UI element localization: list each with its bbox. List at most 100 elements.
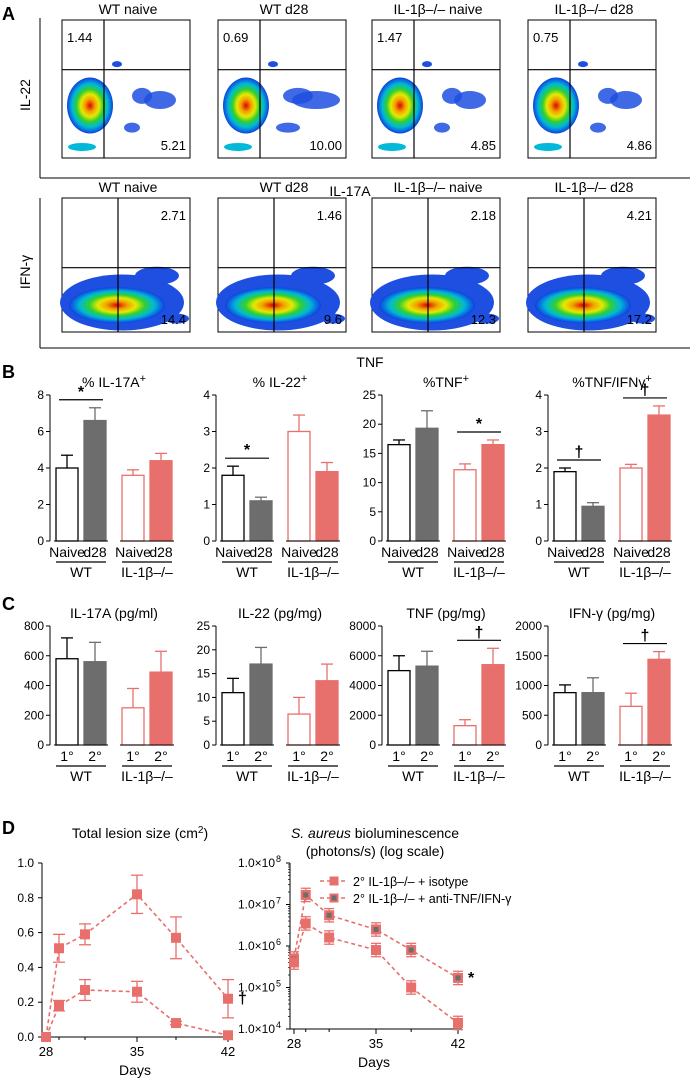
density-blob — [124, 122, 140, 133]
group-label: WT — [70, 768, 92, 784]
y-tick-label: 1500 — [515, 649, 542, 663]
category-label: Naive — [215, 544, 251, 560]
bar — [221, 474, 245, 542]
chart-title-rest: bioluminescence — [351, 825, 459, 841]
chart-title: % IL-22+ — [253, 373, 308, 390]
density-blob — [292, 91, 340, 110]
bar — [149, 460, 173, 542]
data-point-center — [373, 926, 379, 932]
category-label: 2° — [88, 748, 101, 764]
chart-title-superscript: + — [645, 373, 651, 385]
y-tick-label: 10 — [363, 476, 377, 490]
group-label: WT — [568, 564, 590, 580]
y-tick-label: 6 — [37, 425, 44, 439]
y-tick-label: 0 — [203, 738, 210, 752]
y-tick-label: 600 — [24, 649, 44, 663]
category-label: d28 — [481, 544, 505, 560]
x-tick-label: 28 — [287, 1036, 301, 1051]
y-tick-label: 1.0×10 — [238, 898, 275, 912]
group-label: WT — [568, 768, 590, 784]
y-tick-label: 0 — [369, 534, 376, 548]
legend-marker — [329, 876, 339, 886]
data-point-center — [326, 912, 332, 918]
bar — [287, 713, 311, 746]
density-blob — [445, 266, 489, 285]
chart-title: TNF (pg/mg) — [406, 605, 485, 621]
category-label: d28 — [249, 544, 273, 560]
data-point-center — [303, 892, 309, 898]
x-tick-label: 42 — [221, 1044, 235, 1059]
chart-title-end: ) — [203, 825, 208, 841]
significance-mark: * — [476, 416, 483, 433]
bar — [387, 443, 411, 542]
category-label: 1° — [558, 748, 571, 764]
group-label: IL-1β–/– — [287, 768, 339, 784]
category-label: 1° — [392, 748, 405, 764]
significance-mark: † — [238, 991, 247, 1008]
bar — [481, 664, 505, 746]
flow-plot-frame — [217, 19, 347, 159]
bar — [415, 665, 439, 746]
y-tick-label: 3 — [535, 425, 542, 439]
chart-title: %TNF/IFNγ+ — [572, 373, 652, 390]
y-tick-label: 0 — [37, 534, 44, 548]
category-label: 2° — [254, 748, 267, 764]
chart-title-superscript: + — [463, 373, 469, 385]
y-tick-label: 0 — [369, 738, 376, 752]
chart-title: IL-17A (pg/ml) — [70, 605, 158, 621]
group-label: IL-1β–/– — [619, 768, 671, 784]
chart-title-superscript: + — [301, 373, 307, 385]
significance-mark: † — [641, 628, 650, 645]
y-tick-label: 0 — [535, 738, 542, 752]
group-label: WT — [402, 564, 424, 580]
category-label: d28 — [315, 544, 339, 560]
chart-title-superscript: + — [140, 373, 146, 385]
density-blob — [144, 91, 176, 110]
density-blob — [321, 313, 345, 324]
flow-plot: WT naive 1.44 5.21 — [61, 1, 191, 159]
y-tick-exponent: 6 — [276, 937, 281, 947]
density-blob — [378, 142, 406, 151]
density-blob — [225, 287, 321, 324]
bar — [481, 443, 505, 542]
y-tick-label: 2000 — [515, 619, 542, 633]
bar-chart: IFN-γ (pg/mg) 0 500 1000 1500 2000 1° 2° 1° 2° WT I… — [515, 605, 672, 784]
y-tick-label: 5 — [203, 714, 210, 728]
category-label: Naive — [547, 544, 583, 560]
density-blob — [475, 313, 499, 324]
y-tick-exponent: 8 — [276, 854, 281, 864]
bar — [83, 661, 107, 746]
group-label: IL-1β–/– — [453, 564, 505, 580]
category-label: 1° — [292, 748, 305, 764]
quadrant-value-upper-left: 1.44 — [67, 30, 92, 45]
y-tick-label: 0.8 — [17, 891, 34, 905]
line-chart: 1.0×10 41.0×10 51.0×10 61.0×10 71.0×10 828 35 4… — [238, 825, 512, 1070]
data-point — [54, 1000, 64, 1011]
y-tick-label: 4 — [37, 461, 44, 475]
bar — [619, 467, 643, 542]
data-point — [223, 993, 233, 1004]
bar — [581, 691, 605, 746]
density-blob — [534, 142, 562, 151]
bar — [121, 707, 145, 746]
density-blob — [223, 77, 269, 134]
y-tick-label: 2 — [37, 498, 44, 512]
flow-xlabel: TNF — [356, 354, 383, 370]
y-tick-label: 500 — [522, 708, 542, 722]
density-blob — [276, 122, 300, 133]
bar — [249, 500, 273, 542]
quadrant-value-lower-right: 4.85 — [471, 138, 496, 153]
density-blob — [112, 61, 122, 68]
y-tick-label: 1000 — [515, 679, 542, 693]
y-tick-label: 0.4 — [17, 960, 34, 974]
y-tick-label: 1 — [535, 498, 542, 512]
quadrant-value-lower-right: 10.00 — [309, 138, 342, 153]
legend-marker-center — [331, 895, 337, 901]
group-label: WT — [70, 564, 92, 580]
group-label: WT — [402, 768, 424, 784]
bar — [315, 470, 339, 542]
flow-plot-title: WT naive — [99, 179, 158, 195]
y-tick-label: 4 — [203, 388, 210, 402]
y-tick-label: 20 — [363, 417, 377, 431]
